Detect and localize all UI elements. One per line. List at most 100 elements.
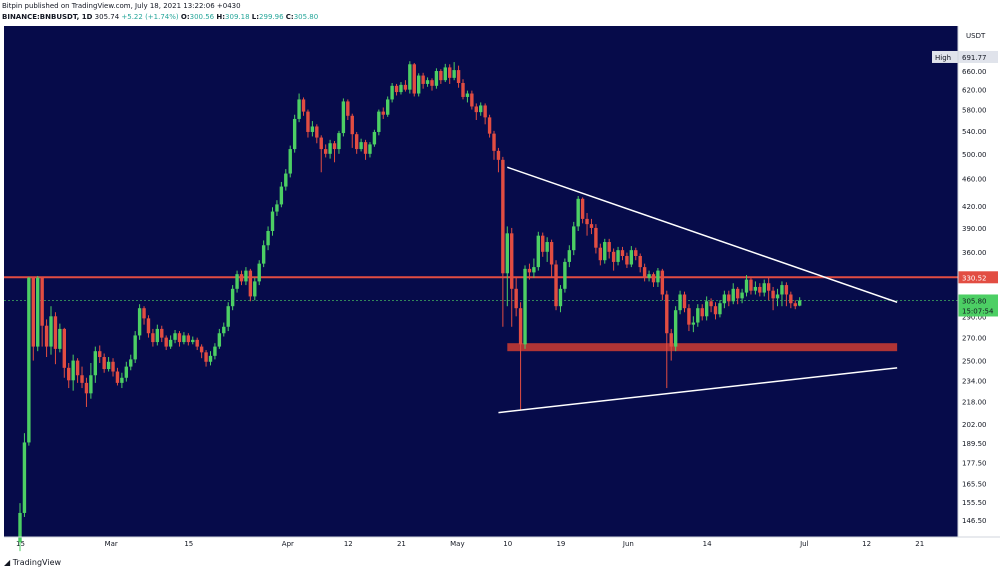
candle-up: [629, 250, 634, 265]
candle-down: [31, 277, 35, 347]
candle-down: [456, 70, 461, 83]
high-value: 309.18: [225, 13, 250, 21]
date-tick-label: 15: [184, 540, 193, 548]
candle-down: [611, 251, 616, 262]
candle-up: [155, 328, 160, 343]
candle-up: [558, 288, 563, 307]
candle-down: [332, 143, 337, 150]
candle-down: [439, 71, 443, 81]
candle-up: [257, 263, 261, 282]
candle-up: [133, 335, 137, 360]
candle-up: [230, 288, 235, 307]
candle-up: [572, 226, 576, 251]
candle-up: [279, 186, 284, 205]
candle-up: [479, 105, 483, 113]
candle-down: [381, 111, 385, 115]
price-tick-label: 218.00: [962, 398, 987, 406]
candle-up: [253, 281, 257, 297]
candle-down: [323, 149, 328, 154]
candle-up: [372, 131, 377, 145]
candle-down: [301, 99, 306, 112]
candle-up: [71, 360, 75, 381]
candle-down: [421, 75, 425, 84]
candle-up: [58, 328, 62, 349]
price-tick-label: 165.50: [962, 481, 987, 489]
candle-up: [567, 250, 572, 262]
candle-up: [27, 277, 31, 443]
symbol-line: BINANCE:BNBUSDT, 1D 305.74 +5.22 (+1.74%…: [2, 13, 318, 21]
candle-down: [638, 255, 642, 268]
high-value-label: 691.77: [962, 54, 987, 62]
candle-up: [780, 285, 784, 295]
candle-down: [625, 255, 629, 265]
date-tick-label: 21: [915, 540, 924, 548]
candle-down: [80, 375, 84, 383]
candle-down: [634, 250, 638, 256]
price-tick-label: 250.00: [962, 358, 987, 366]
candle-up: [647, 274, 651, 278]
candle-up: [93, 351, 98, 376]
candle-down: [448, 67, 452, 78]
candle-up: [137, 308, 142, 336]
candle-up: [377, 111, 381, 132]
candle-up: [718, 303, 722, 315]
candle-down: [669, 333, 673, 347]
high-tag-label: High: [935, 54, 951, 62]
price-tick-label: 500.00: [962, 151, 987, 159]
candle-up: [106, 361, 111, 370]
candle-up: [173, 333, 177, 340]
candle-up: [722, 294, 727, 304]
candle-down: [496, 150, 501, 160]
price-tick-label: 420.00: [962, 203, 987, 211]
candle-down: [665, 294, 669, 334]
candle-up: [213, 346, 217, 356]
low-value: 299.96: [259, 13, 284, 21]
candle-up: [673, 310, 678, 347]
candle-down: [607, 242, 611, 252]
candle-down: [709, 301, 713, 307]
candle-up: [22, 442, 27, 513]
candle-down: [771, 290, 775, 299]
candle-up: [217, 333, 222, 347]
candle-down: [580, 198, 585, 219]
publisher-text: Bitpin published on TradingView.com, Jul…: [2, 2, 241, 10]
tradingview-logo-icon: ◢: [4, 558, 11, 567]
candle-down: [789, 294, 793, 304]
date-tick-label: 12: [862, 540, 871, 548]
candle-down: [403, 84, 408, 90]
last-price: 305.74: [94, 13, 120, 21]
date-tick-label: 21: [397, 540, 406, 548]
candle-down: [186, 335, 191, 343]
date-tick-label: May: [450, 540, 464, 548]
candle-up: [182, 335, 186, 343]
candle-up: [244, 270, 248, 282]
candle-up: [762, 283, 766, 293]
candle-down: [102, 357, 106, 370]
candle-up: [385, 99, 390, 115]
candle-up: [270, 211, 275, 232]
candle-up: [18, 512, 22, 543]
candle-down: [354, 134, 359, 150]
candle-down: [44, 325, 49, 347]
candle-up: [288, 149, 292, 174]
publisher-line: Bitpin published on TradingView.com, Jul…: [2, 2, 241, 10]
candle-up: [691, 322, 696, 325]
candle-down: [394, 85, 399, 93]
footer: ◢ TradingView: [4, 558, 61, 567]
support-zone: [507, 343, 898, 352]
candle-down: [430, 80, 434, 86]
candle-up: [731, 288, 735, 302]
candle-up: [191, 339, 195, 343]
candle-up: [443, 67, 447, 81]
candle-down: [682, 294, 687, 309]
candle-up: [226, 306, 230, 327]
candle-up: [753, 286, 758, 291]
candle-down: [487, 117, 492, 134]
candle-down: [115, 371, 120, 383]
candle-up: [235, 274, 239, 289]
candle-up: [266, 231, 270, 246]
candle-down: [40, 277, 44, 326]
candle-down: [199, 346, 204, 353]
candle-down: [651, 274, 656, 283]
